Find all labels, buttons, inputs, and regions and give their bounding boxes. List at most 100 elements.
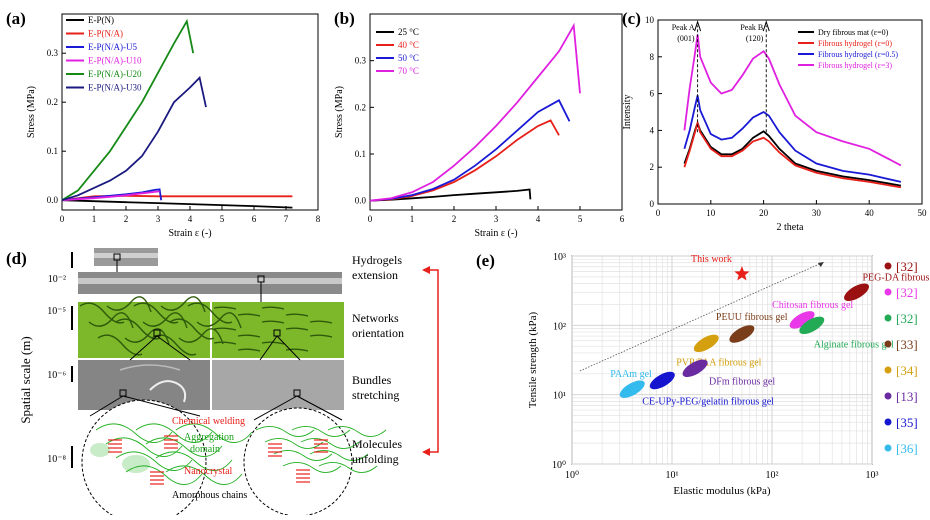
zoom-line — [296, 395, 343, 421]
amorphous-chain — [291, 426, 351, 437]
x-tick-label: 10 — [706, 208, 716, 218]
panel-d-diagram: (d) Spatial scale (m) 10⁻² 10⁻⁵ 10⁻⁶ 10⁻⁸ Chem… — [6, 248, 439, 520]
amorphous-chain — [300, 438, 360, 449]
x-tick-label: 6 — [620, 214, 625, 224]
amorphous-chain — [282, 462, 342, 473]
y-axis-label: Tensile strength (kPa) — [527, 311, 539, 408]
scale-label: 10⁻⁶ — [47, 370, 66, 381]
fiber-strand — [285, 327, 309, 331]
panel-label: (b) — [334, 9, 355, 28]
fiber-strand — [97, 334, 143, 356]
legend-label: E-P(N/A)-U5 — [88, 42, 137, 52]
amorphous-chain — [105, 437, 183, 457]
fiber-strand — [237, 334, 261, 338]
ref-label: [32] — [896, 285, 918, 300]
panel-b: 0 1 2 3 4 5 6 0.0 0.1 0.2 0.3 Strain ε (-) Stress (M… — [330, 0, 630, 240]
amorphous-chain — [309, 450, 369, 461]
molecule-circle-stretched — [243, 407, 353, 517]
x-tick-label: 1 — [410, 214, 415, 224]
point-5 — [729, 325, 755, 343]
ref-marker — [884, 262, 892, 270]
amorphous-chain — [95, 423, 173, 443]
fiber-strand — [79, 302, 125, 324]
y-tick-label: 0.2 — [47, 97, 58, 107]
x-tick-label: 4 — [188, 214, 193, 224]
fiber-strand — [285, 313, 309, 317]
y-tick-label: 0.0 — [47, 195, 59, 205]
y-tick-label: 0 — [650, 199, 655, 209]
amorphous-chain — [145, 437, 223, 457]
series-line-2 — [683, 119, 902, 189]
peak-a-label: Peak A — [672, 23, 695, 32]
x-tick-label: 10¹ — [666, 470, 679, 481]
zoom-line — [259, 335, 278, 361]
point-label: PEUU fibrous gel — [716, 312, 788, 323]
zoom-line — [129, 335, 158, 361]
ref-label: [13] — [896, 389, 918, 404]
bracket-arrow-top — [422, 266, 430, 274]
x-tick-label: 50 — [918, 208, 928, 218]
x-tick-label: 3 — [494, 214, 499, 224]
fiber-strand — [237, 313, 261, 317]
fiber-strand — [160, 296, 206, 313]
callout-nanocrystal: Nanocrystal — [184, 466, 233, 477]
x-tick-label: 10⁰ — [565, 470, 579, 481]
amorphous-chain — [327, 426, 387, 437]
ref-marker — [884, 392, 892, 400]
x-tick-label: 2 — [452, 214, 457, 224]
sem-feature — [119, 364, 181, 371]
y-axis-label: Spatial scale (m) — [18, 336, 33, 423]
nanocrystal — [268, 443, 282, 457]
x-tick-label: 5 — [578, 214, 583, 224]
zoom-line — [156, 335, 191, 361]
y-tick-label: 0.3 — [47, 48, 59, 58]
series-line-4 — [61, 190, 160, 202]
series-line-1 — [61, 199, 293, 209]
x-tick-label: 8 — [316, 214, 321, 224]
point-2 — [844, 283, 869, 301]
fiber-strand — [309, 320, 333, 324]
y-tick-label: 10³ — [553, 252, 566, 263]
x-tick-label: 2 — [124, 214, 129, 224]
amorphous-chain — [165, 465, 243, 485]
point-8 — [649, 371, 675, 390]
amorphous-chain — [175, 423, 253, 443]
zoom-line — [89, 395, 124, 417]
point-7 — [682, 359, 708, 378]
series-line-5 — [61, 18, 195, 201]
series-line-3 — [369, 99, 571, 202]
series-line-3 — [683, 95, 902, 183]
trend-arrow — [579, 261, 825, 372]
y-tick-label: 0.2 — [355, 102, 366, 112]
y-axis-label: Stress (MPa) — [26, 86, 37, 138]
x-tick-label: 10² — [766, 470, 779, 481]
stage-label-line1: Networks — [352, 311, 399, 325]
legend-label: E-P(N/A)-U30 — [88, 83, 142, 93]
y-tick-label: 0.1 — [355, 149, 366, 159]
x-tick-label: 6 — [252, 214, 257, 224]
ref-marker — [884, 418, 892, 426]
legend-label: 70 °C — [398, 66, 419, 76]
legend-label: 50 °C — [398, 53, 419, 63]
point-star — [734, 266, 750, 281]
chart-e: (e) 10⁰ 10¹ 10² 10³ 10⁰ 10¹ 10² 10³ Elastic modul… — [476, 251, 930, 497]
panel-label: (e) — [476, 251, 495, 270]
legend-label: 40 °C — [398, 40, 419, 50]
fiber-strand — [124, 328, 170, 345]
trend-arrowhead — [817, 261, 824, 267]
x-tick-label: 4 — [536, 214, 541, 224]
callout-domain: domain — [190, 444, 220, 455]
fiber-strand — [196, 312, 242, 329]
panel-a: 0 1 2 3 4 5 6 7 8 0.0 0.1 0.2 0.3 Strain ε (-) Stress … — [0, 0, 330, 240]
peak-b-index: (120) — [746, 34, 764, 43]
peak-b-label: Peak B — [740, 23, 763, 32]
legend-label: Fibrous hydrogel (ε=0.5) — [818, 50, 898, 59]
legend-label: E-P(N/A) — [88, 29, 123, 39]
point-label: Chitosan fibrous gel — [772, 300, 853, 311]
sem-bundles-2 — [212, 360, 344, 410]
ref-marker — [884, 366, 892, 374]
nanocrystal — [296, 469, 310, 483]
bracket — [430, 269, 439, 453]
x-axis-label: Strain ε (-) — [474, 228, 517, 239]
panel-label: (d) — [6, 249, 27, 268]
